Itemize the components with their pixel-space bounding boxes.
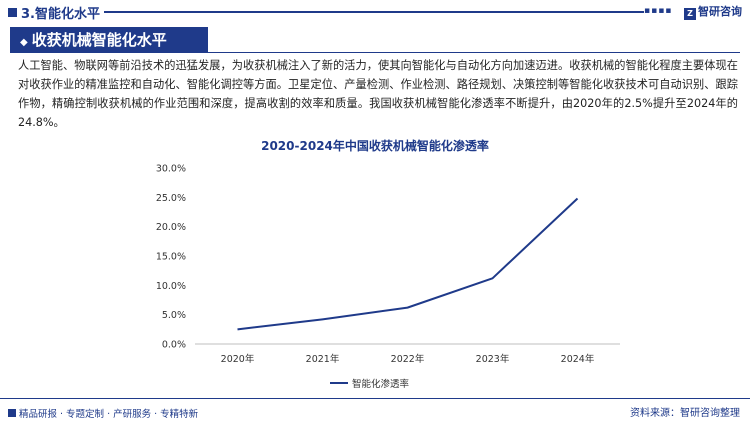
section-title: 3.智能化水平 — [8, 3, 100, 22]
source-note: 资料来源：智研咨询整理 — [630, 408, 740, 419]
y-tick-label: 15.0% — [156, 252, 186, 263]
chevron-right-icon: ◆ — [20, 37, 28, 48]
legend-label: 智能化渗透率 — [352, 379, 410, 390]
top-bar: 3.智能化水平 ▪▪▪▪ Z 智研咨询 — [0, 0, 750, 24]
brand-name: 智研咨询 — [698, 5, 742, 18]
x-tick-label: 2021年 — [306, 353, 340, 365]
banner-underline — [208, 52, 740, 53]
y-tick-label: 30.0% — [156, 164, 186, 175]
chart-title: 2020-2024年中国收获机械智能化渗透率 — [261, 139, 489, 153]
dots-decoration-icon: ▪▪▪▪ — [644, 6, 673, 16]
y-tick-label: 10.0% — [156, 281, 186, 292]
logo-icon: Z — [684, 8, 696, 20]
header-divider — [104, 11, 644, 13]
body-paragraph: 人工智能、物联网等前沿技术的迅猛发展，为收获机械注入了新的活力，使其向智能化与自… — [18, 59, 738, 129]
brand-logo: Z 智研咨询 — [684, 3, 742, 20]
section-title-text: 3.智能化水平 — [21, 7, 100, 22]
x-tick-label: 2024年 — [561, 353, 595, 365]
footer-divider — [0, 398, 750, 399]
footer-tagline-text: 精品研报 · 专题定制 · 产研服务 · 专精特新 — [19, 409, 199, 420]
y-axis: 0.0% 5.0% 10.0% 15.0% 20.0% 25.0% 30.0% — [156, 164, 186, 351]
plot-area — [237, 197, 579, 331]
y-tick-label: 0.0% — [162, 340, 186, 351]
y-tick-label: 25.0% — [156, 193, 186, 204]
square-icon — [8, 409, 16, 417]
y-tick-label: 20.0% — [156, 222, 186, 233]
footer-tagline: 精品研报 · 专题定制 · 产研服务 · 专精特新 — [8, 406, 198, 420]
y-tick-label: 5.0% — [162, 310, 186, 321]
square-icon — [8, 8, 17, 17]
x-tick-label: 2022年 — [391, 353, 425, 365]
legend-swatch — [330, 382, 348, 384]
x-tick-label: 2020年 — [221, 353, 255, 365]
chart-legend: 智能化渗透率 — [330, 376, 409, 390]
x-tick-label: 2023年 — [476, 353, 510, 365]
series-line — [237, 197, 579, 331]
x-axis: 2020年 2021年 2022年 2023年 2024年 — [195, 343, 620, 365]
section-banner: ◆ 收获机械智能化水平 — [10, 27, 208, 53]
banner-title: 收获机械智能化水平 — [31, 31, 167, 49]
